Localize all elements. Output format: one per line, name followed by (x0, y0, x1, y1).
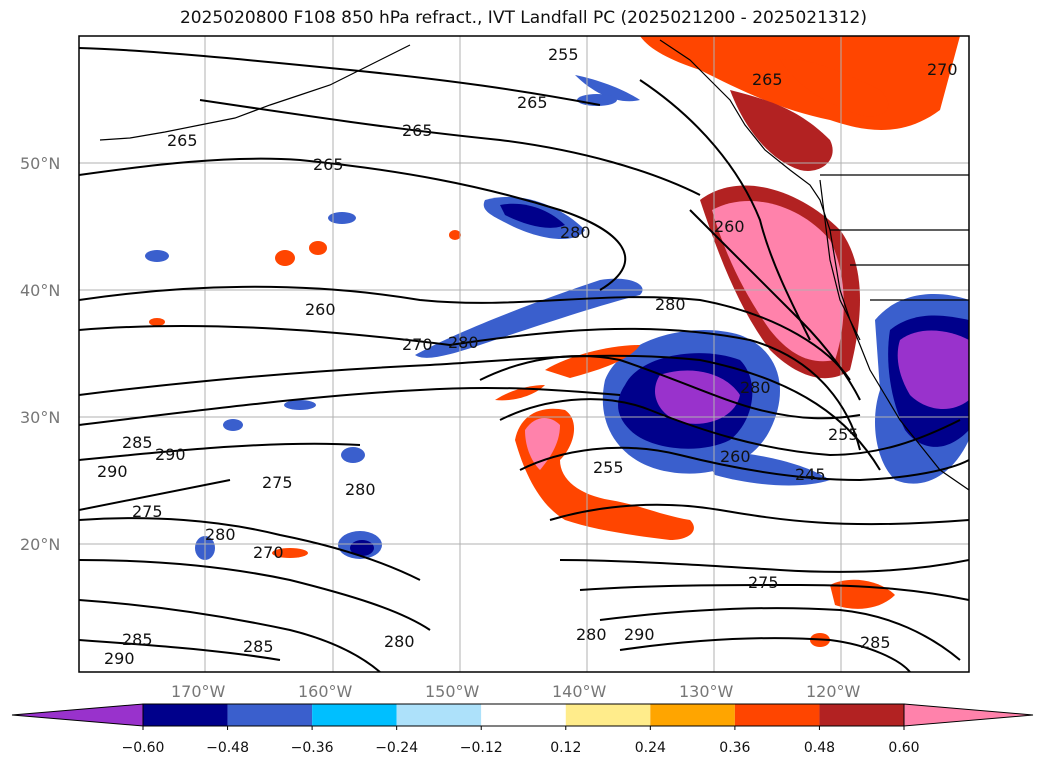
colorbar-tick-label: 0.24 (635, 740, 666, 756)
contour-label: 275 (132, 502, 163, 521)
colorbar-segment (650, 704, 735, 726)
colorbar-segment (227, 704, 313, 726)
contour-label: 290 (97, 462, 128, 481)
lat-label-30: 30°N (20, 408, 60, 427)
contour-label: 280 (560, 223, 591, 242)
contour-label: 275 (262, 473, 293, 492)
contour-label: 285 (122, 433, 153, 452)
contour-label: 260 (720, 447, 751, 466)
contour-label: 265 (402, 121, 433, 140)
contour-label: 280 (655, 295, 686, 314)
contour-label: 255 (828, 425, 859, 444)
lat-label-40: 40°N (20, 281, 60, 300)
contour-label-layer: 255 265 265 265 265 260 270 280 280 280 … (97, 45, 958, 668)
contour-label: 280 (576, 625, 607, 644)
colorbar-tick-label: 0.12 (550, 740, 581, 756)
contour-label: 285 (860, 633, 891, 652)
positive-anomaly-coast-core (712, 201, 844, 362)
contour-label: 280 (384, 632, 415, 651)
contour-label: 265 (752, 70, 783, 89)
map-frame (78, 35, 970, 673)
colorbar-segment (819, 704, 904, 726)
colorbar-tick-label: 0.48 (804, 740, 835, 756)
colorbar-segment (143, 704, 228, 726)
colorbar-tick-label: 0.36 (719, 740, 750, 756)
contour-label: 255 (548, 45, 579, 64)
colorbar-segment (312, 704, 397, 726)
contour-label: 280 (345, 480, 376, 499)
colorbar: −0.60 −0.48 −0.36 −0.24 −0.12 0.12 0.24 0.36 0.4… (11, 703, 1034, 756)
contour-label: 290 (155, 445, 186, 464)
contour-label: 245 (795, 465, 826, 484)
positive-anomaly-north-core (730, 90, 833, 171)
graticule (79, 36, 969, 672)
contour-label: 270 (402, 335, 433, 354)
contour-lines (79, 47, 969, 672)
lat-label-20: 20°N (20, 535, 60, 554)
lat-label-50: 50°N (20, 154, 60, 173)
lon-label-140w: 140°W (552, 682, 607, 701)
colorbar-extend-low (11, 703, 144, 727)
contour-label: 270 (253, 543, 284, 562)
contour-label: 290 (624, 625, 655, 644)
colorbar-segment (396, 704, 482, 726)
colorbar-outline (142, 703, 905, 727)
contour-label: 265 (313, 155, 344, 174)
colorbar-segment (481, 704, 566, 726)
lon-label-130w: 130°W (679, 682, 734, 701)
colorbar-tick-label: −0.12 (460, 740, 503, 756)
contour-label: 265 (517, 93, 548, 112)
colorbar-segment (565, 704, 651, 726)
contour-label: 275 (748, 573, 779, 592)
map-panel: 255 265 265 265 265 260 270 280 280 280 … (79, 36, 969, 672)
lon-label-170w: 170°W (171, 682, 226, 701)
positive-anomaly-crescent (515, 408, 694, 540)
colorbar-tick-label: −0.36 (291, 740, 334, 756)
contour-label: 260 (714, 217, 745, 236)
colorbar-segment (734, 704, 820, 726)
colorbar-tick-label: −0.24 (375, 740, 418, 756)
contour-label: 255 (593, 458, 624, 477)
contour-label: 280 (740, 378, 771, 397)
contour-label: 265 (167, 131, 198, 150)
contour-label: 280 (448, 333, 479, 352)
latitude-axis: 50°N 40°N 30°N 20°N (20, 154, 60, 554)
colorbar-extend-high (903, 703, 1034, 727)
lon-label-120w: 120°W (806, 682, 861, 701)
shaded-field-layer (145, 36, 969, 647)
lon-label-150w: 150°W (425, 682, 480, 701)
contour-label: 285 (243, 637, 274, 656)
colorbar-tick-label: 0.60 (888, 740, 919, 756)
contour-label: 280 (205, 525, 236, 544)
colorbar-tick-label: −0.48 (206, 740, 249, 756)
map-title: 2025020800 F108 850 hPa refract., IVT La… (179, 8, 867, 28)
coastlines (99, 39, 969, 491)
longitude-axis: 170°W 160°W 150°W 140°W 130°W 120°W (171, 682, 861, 701)
contour-label: 290 (104, 649, 135, 668)
contour-label: 285 (122, 630, 153, 649)
lon-label-160w: 160°W (298, 682, 353, 701)
contour-label: 260 (305, 300, 336, 319)
contour-label: 270 (927, 60, 958, 79)
colorbar-tick-label: −0.60 (122, 740, 165, 756)
